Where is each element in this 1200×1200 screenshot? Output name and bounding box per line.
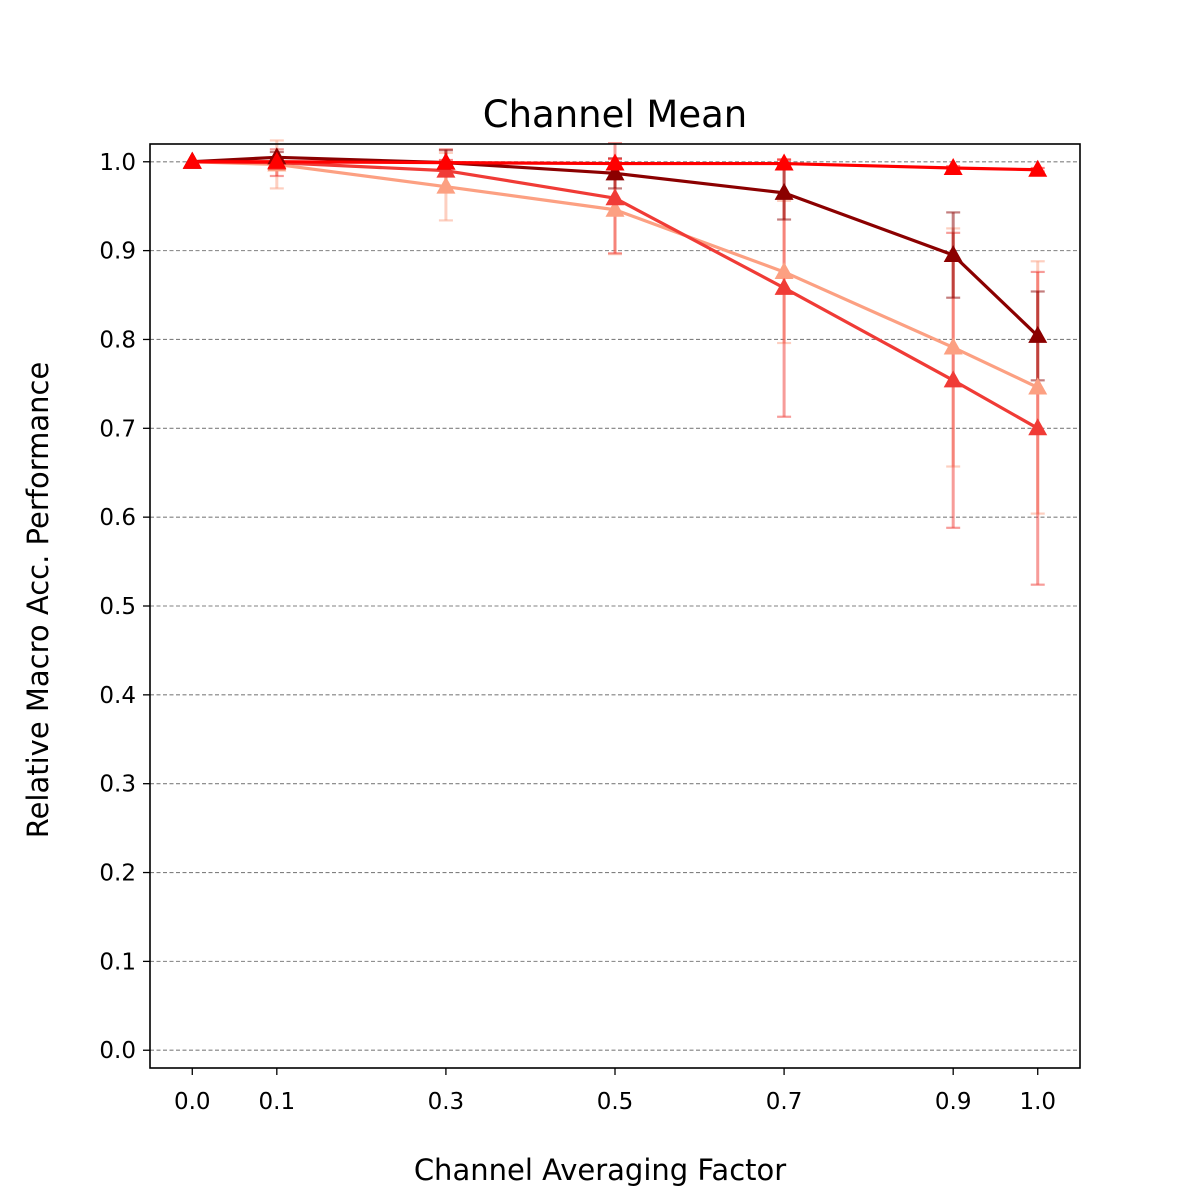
data-point bbox=[182, 151, 202, 169]
y-tick-label: 0.9 bbox=[99, 239, 136, 265]
y-tick-label: 0.1 bbox=[99, 949, 136, 975]
data-point bbox=[1028, 418, 1048, 436]
data-point bbox=[1028, 325, 1048, 343]
data-point bbox=[943, 157, 963, 175]
y-tick-label: 0.6 bbox=[99, 505, 136, 531]
x-tick-label: 0.7 bbox=[766, 1089, 803, 1115]
data-point bbox=[774, 277, 794, 295]
data-point bbox=[436, 176, 456, 194]
data-point bbox=[774, 182, 794, 200]
series-markers bbox=[182, 147, 1048, 436]
data-point bbox=[943, 245, 963, 263]
data-point bbox=[605, 199, 625, 217]
x-tick-label: 0.3 bbox=[428, 1089, 465, 1115]
y-tick-label: 0.7 bbox=[99, 416, 136, 442]
data-point bbox=[436, 152, 456, 170]
x-tick-label: 0.5 bbox=[597, 1089, 634, 1115]
x-tick-label: 1.0 bbox=[1019, 1089, 1056, 1115]
y-tick-label: 0.0 bbox=[99, 1038, 136, 1064]
y-tick-label: 0.3 bbox=[99, 772, 136, 798]
chart-title: Channel Mean bbox=[483, 93, 747, 136]
data-point bbox=[1028, 377, 1048, 395]
x-tick-label: 0.9 bbox=[935, 1089, 972, 1115]
x-tick-label: 0.1 bbox=[259, 1089, 296, 1115]
data-point bbox=[605, 163, 625, 181]
data-point bbox=[943, 370, 963, 388]
y-tick-label: 0.4 bbox=[99, 683, 136, 709]
x-axis-label: Channel Averaging Factor bbox=[414, 1153, 786, 1187]
data-point bbox=[1028, 159, 1048, 177]
data-point bbox=[267, 151, 287, 169]
y-axis-label: Relative Macro Acc. Performance bbox=[21, 362, 55, 839]
y-tick-label: 0.2 bbox=[99, 861, 136, 887]
data-point bbox=[774, 153, 794, 171]
data-point bbox=[605, 153, 625, 171]
y-tick-label: 0.5 bbox=[99, 594, 136, 620]
x-tick-label: 0.0 bbox=[174, 1089, 211, 1115]
y-tick-label: 0.8 bbox=[99, 327, 136, 353]
y-tick-label: 1.0 bbox=[99, 150, 136, 176]
data-point bbox=[943, 337, 963, 355]
axis-ticks: 0.0 0.1 0.2 0.3 0.4 0.5 0.6 0.7 0.8 0.9 1.0 0.0 0.1 0… bbox=[99, 150, 1056, 1115]
data-point bbox=[605, 188, 625, 206]
data-point bbox=[774, 261, 794, 279]
